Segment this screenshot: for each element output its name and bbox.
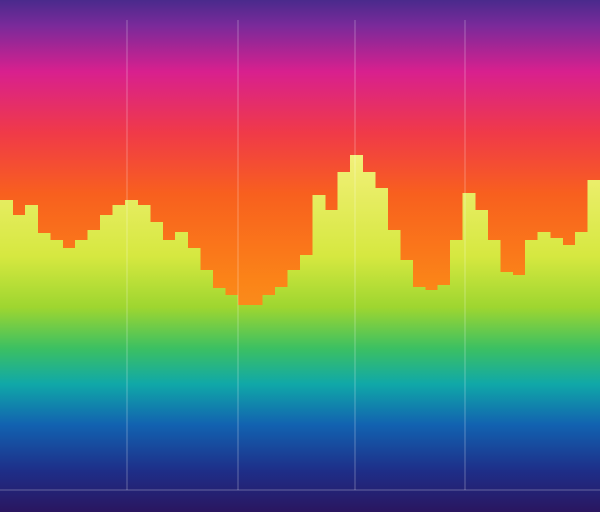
bar [525,240,538,512]
bar [100,215,113,512]
bar [237,305,251,512]
bar [112,205,126,512]
bar [437,285,451,512]
bar [450,240,463,512]
grid [0,20,600,491]
bar [175,232,188,512]
bar [50,240,63,512]
bar [425,290,438,512]
bar [412,287,426,512]
bar [225,295,238,512]
bars [0,155,600,512]
bar [350,155,363,512]
bar [462,193,476,512]
bar [550,238,563,512]
bar [200,270,213,512]
bar [325,210,338,512]
bar [475,210,488,512]
bar [162,240,176,512]
bar [337,172,351,512]
bar [512,275,526,512]
bar [25,205,38,512]
bar [312,195,326,512]
bar [187,248,201,512]
bar [262,295,276,512]
bar [150,222,163,512]
bar [62,248,76,512]
bar [87,230,101,512]
bar [287,270,301,512]
bar [400,260,413,512]
bar [12,215,26,512]
bar [587,180,600,512]
bar [75,240,88,512]
bar [137,205,151,512]
bar [212,288,226,512]
bar [575,232,588,512]
bar [537,232,551,512]
bar [500,272,513,512]
bar [362,172,376,512]
bar [0,200,13,512]
bar [125,200,138,512]
bar [387,230,401,512]
bar [487,240,501,512]
bar [250,305,263,512]
bar [562,245,576,512]
bar [375,188,388,512]
bar [275,287,288,512]
bar [300,255,313,512]
bar [37,233,51,512]
